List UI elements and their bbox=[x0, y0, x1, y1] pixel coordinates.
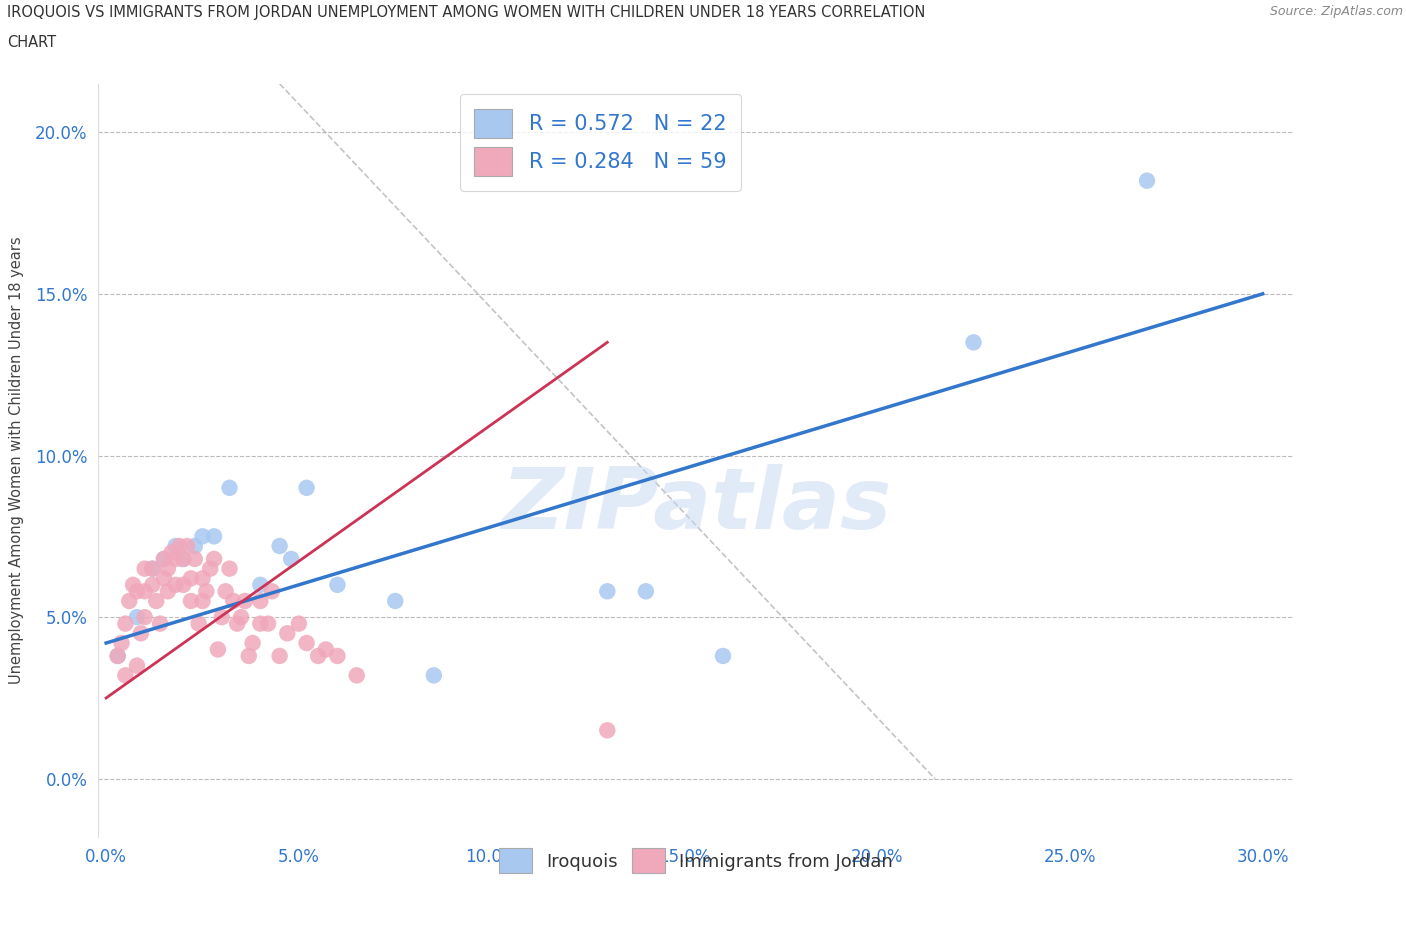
Point bbox=[184, 551, 207, 566]
Point bbox=[134, 584, 156, 599]
Point bbox=[153, 571, 176, 586]
Point bbox=[129, 626, 152, 641]
Point bbox=[233, 593, 256, 608]
Y-axis label: Unemployment Among Women with Children Under 18 years: Unemployment Among Women with Children U… bbox=[8, 236, 24, 684]
Point bbox=[260, 584, 283, 599]
Point bbox=[180, 593, 202, 608]
Point bbox=[172, 551, 194, 566]
Point bbox=[596, 584, 619, 599]
Point bbox=[326, 648, 349, 663]
Point bbox=[229, 610, 252, 625]
Point bbox=[110, 635, 132, 650]
Point bbox=[249, 593, 271, 608]
Text: Source: ZipAtlas.com: Source: ZipAtlas.com bbox=[1270, 5, 1403, 18]
Point bbox=[172, 551, 194, 566]
Point bbox=[176, 538, 198, 553]
Point bbox=[145, 593, 167, 608]
Point bbox=[295, 635, 318, 650]
Point bbox=[596, 723, 619, 737]
Text: CHART: CHART bbox=[7, 35, 56, 50]
Point bbox=[114, 617, 136, 631]
Point bbox=[122, 578, 145, 592]
Point bbox=[295, 481, 318, 496]
Point bbox=[134, 610, 156, 625]
Point bbox=[423, 668, 446, 683]
Point bbox=[238, 648, 260, 663]
Point bbox=[141, 578, 163, 592]
Point bbox=[153, 551, 176, 566]
Point bbox=[187, 617, 209, 631]
Point bbox=[195, 584, 218, 599]
Point bbox=[1136, 173, 1159, 188]
Point bbox=[280, 551, 302, 566]
Point bbox=[326, 578, 349, 592]
Point bbox=[269, 538, 291, 553]
Point bbox=[172, 578, 194, 592]
Point bbox=[191, 529, 214, 544]
Point bbox=[107, 648, 129, 663]
Point bbox=[165, 538, 187, 553]
Point bbox=[141, 561, 163, 576]
Point bbox=[226, 617, 249, 631]
Point bbox=[218, 561, 240, 576]
Point bbox=[149, 617, 172, 631]
Text: ZIPatlas: ZIPatlas bbox=[501, 464, 891, 547]
Point bbox=[184, 538, 207, 553]
Point bbox=[125, 658, 148, 673]
Point bbox=[384, 593, 406, 608]
Point bbox=[249, 578, 271, 592]
Point bbox=[315, 642, 337, 657]
Point bbox=[165, 578, 187, 592]
Point bbox=[153, 551, 176, 566]
Point bbox=[207, 642, 229, 657]
Point bbox=[191, 593, 214, 608]
Point bbox=[269, 648, 291, 663]
Point bbox=[634, 584, 657, 599]
Legend: Iroquois, Immigrants from Jordan: Iroquois, Immigrants from Jordan bbox=[492, 841, 900, 881]
Point bbox=[118, 593, 141, 608]
Point bbox=[211, 610, 233, 625]
Point bbox=[346, 668, 368, 683]
Point bbox=[276, 626, 298, 641]
Point bbox=[249, 617, 271, 631]
Point bbox=[962, 335, 984, 350]
Point bbox=[169, 538, 191, 553]
Point bbox=[191, 571, 214, 586]
Point bbox=[307, 648, 329, 663]
Point bbox=[125, 610, 148, 625]
Point bbox=[242, 635, 264, 650]
Point bbox=[156, 584, 179, 599]
Point bbox=[222, 593, 245, 608]
Point bbox=[214, 584, 236, 599]
Point bbox=[165, 551, 187, 566]
Point bbox=[180, 571, 202, 586]
Point bbox=[200, 561, 222, 576]
Point bbox=[160, 545, 183, 560]
Point bbox=[125, 584, 148, 599]
Point bbox=[288, 617, 311, 631]
Point bbox=[141, 561, 163, 576]
Point bbox=[107, 648, 129, 663]
Text: IROQUOIS VS IMMIGRANTS FROM JORDAN UNEMPLOYMENT AMONG WOMEN WITH CHILDREN UNDER : IROQUOIS VS IMMIGRANTS FROM JORDAN UNEMP… bbox=[7, 5, 925, 20]
Point bbox=[134, 561, 156, 576]
Point bbox=[114, 668, 136, 683]
Point bbox=[202, 551, 225, 566]
Point bbox=[218, 481, 240, 496]
Point bbox=[257, 617, 280, 631]
Point bbox=[156, 561, 179, 576]
Point bbox=[711, 648, 734, 663]
Point bbox=[202, 529, 225, 544]
